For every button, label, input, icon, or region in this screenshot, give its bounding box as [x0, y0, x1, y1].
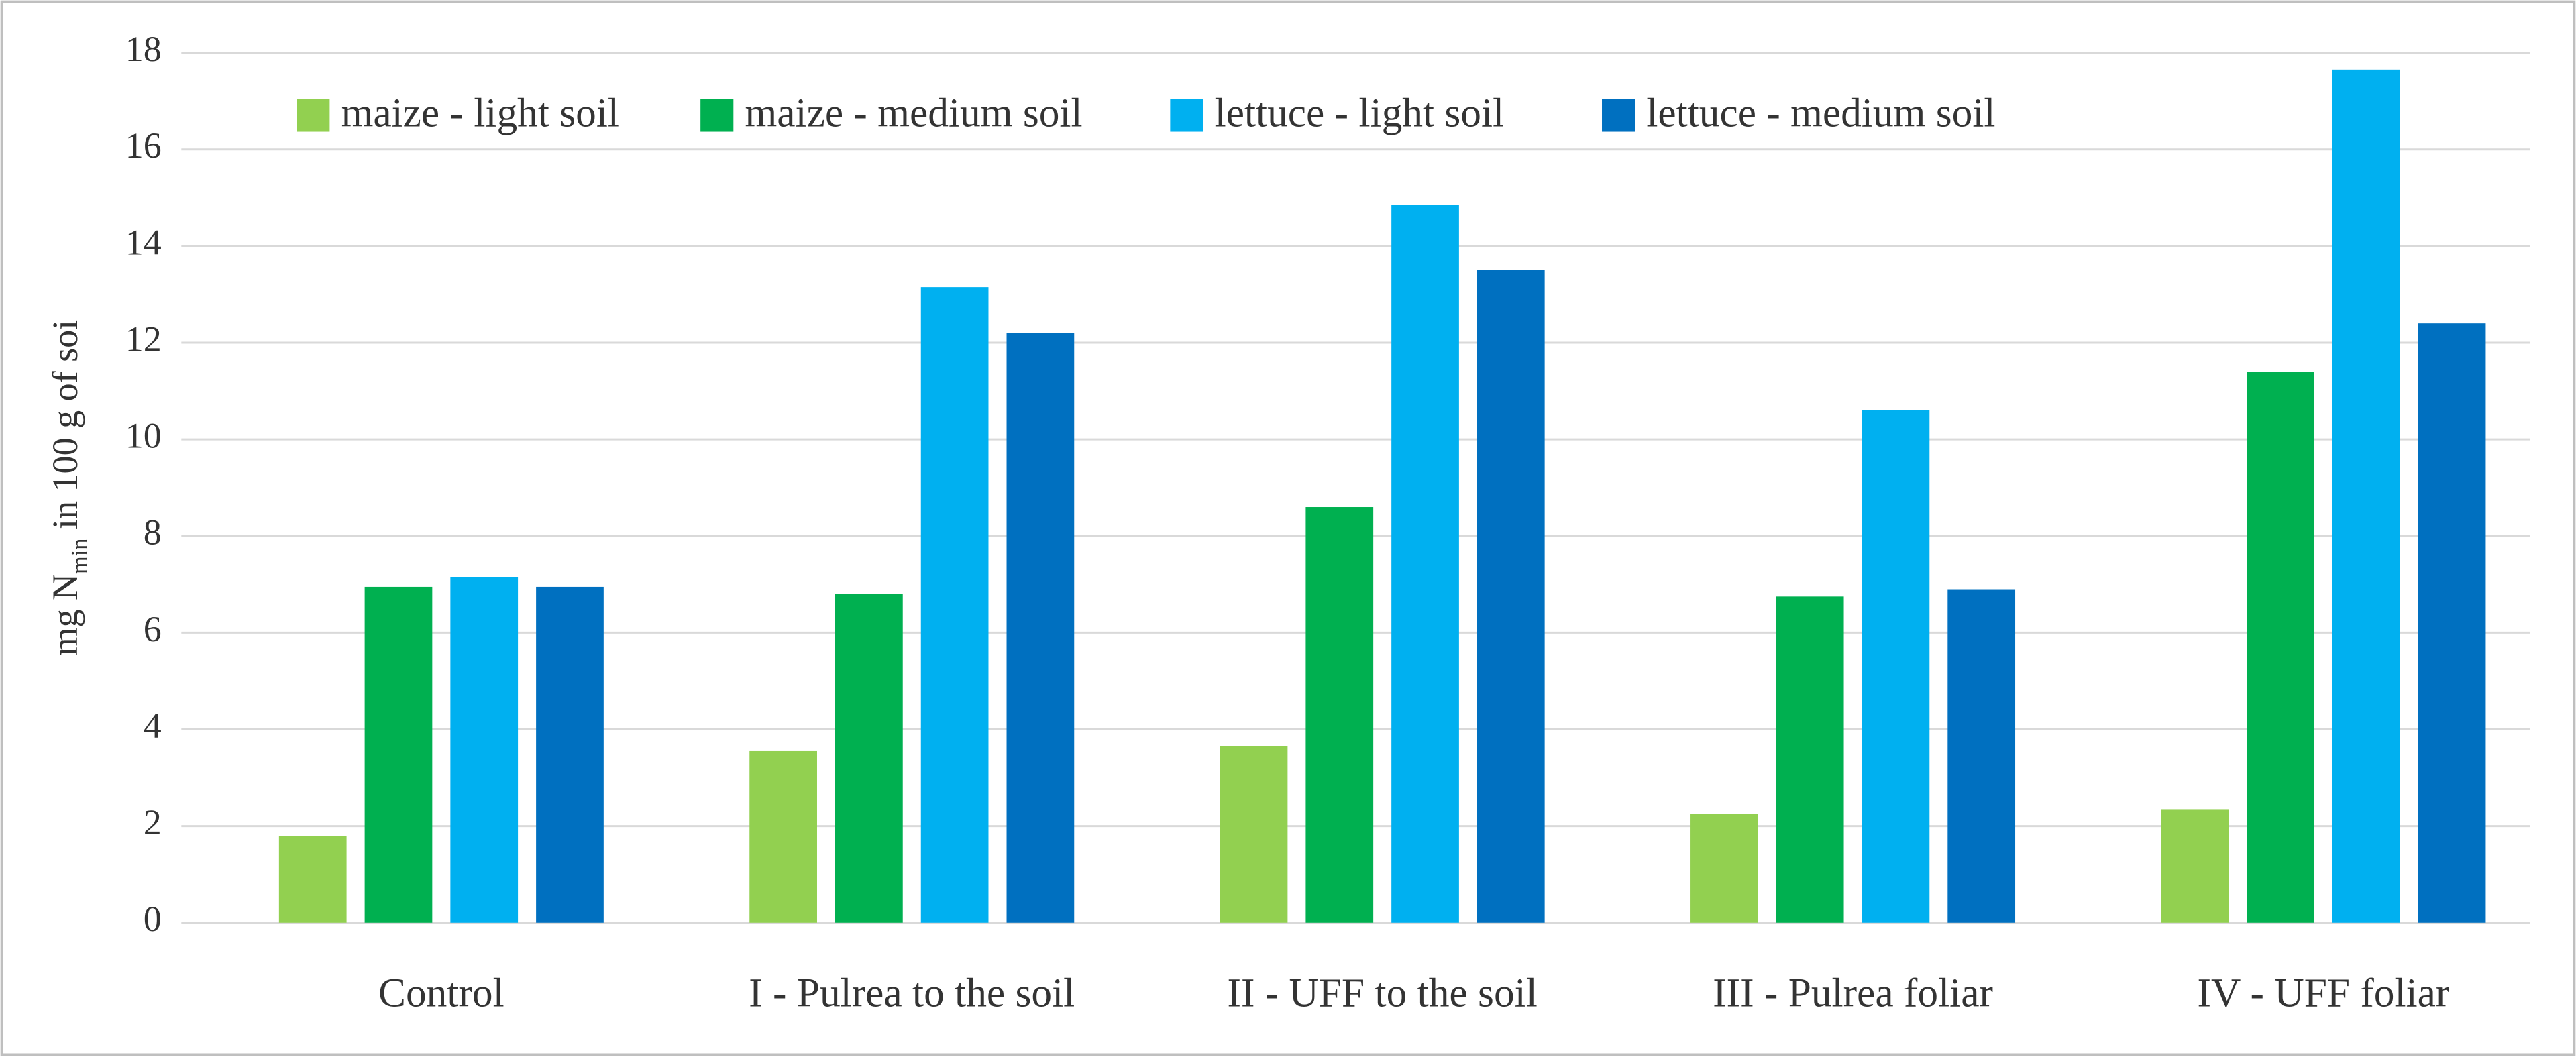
x-tick-label: IV - UFF foliar: [2198, 970, 2450, 1015]
legend-label: maize - medium soil: [745, 91, 1083, 136]
bar: [1220, 746, 1288, 923]
bar: [1477, 270, 1545, 923]
bar: [536, 586, 604, 923]
y-tick-label: 6: [144, 609, 162, 649]
y-tick-label: 18: [125, 29, 162, 69]
bar: [1862, 410, 1930, 923]
y-tick-label: 14: [125, 222, 162, 262]
bar: [1947, 589, 2016, 923]
y-tick-label: 4: [144, 706, 162, 746]
y-tick-label: 0: [144, 899, 162, 939]
y-label-subscript: min: [67, 539, 93, 574]
x-tick-label: I - Pulrea to the soil: [749, 970, 1075, 1015]
bar: [278, 836, 347, 923]
legend-label: lettuce - medium soil: [1646, 91, 1995, 136]
bar: [1305, 507, 1374, 923]
legend-swatch: [297, 99, 330, 132]
bar: [749, 750, 817, 923]
bar: [835, 594, 903, 923]
y-tick-label: 16: [125, 125, 162, 166]
bar: [2161, 809, 2229, 923]
x-tick-label: II - UFF to the soil: [1228, 970, 1538, 1015]
y-tick-label: 2: [144, 802, 162, 842]
bar: [1776, 596, 1844, 923]
y-tick-label: 10: [125, 416, 162, 456]
bar: [2247, 372, 2314, 923]
bar: [2418, 323, 2486, 923]
y-tick-label: 8: [144, 512, 162, 553]
bar: [920, 287, 989, 923]
legend-label: maize - light soil: [341, 91, 619, 136]
legend-swatch: [700, 99, 734, 132]
legend-swatch: [1602, 99, 1635, 132]
y-axis-label: mg Nmin in 100 g of soi: [46, 320, 93, 656]
bar: [2332, 69, 2400, 923]
bar: [1006, 333, 1075, 923]
y-label-part: mg N: [46, 574, 86, 656]
bar: [1391, 205, 1459, 923]
legend-label: lettuce - light soil: [1215, 91, 1504, 136]
bar: [450, 577, 519, 923]
bar: [364, 586, 433, 923]
y-label-part: in 100 g of soi: [46, 320, 86, 539]
y-tick-label: 12: [125, 319, 162, 359]
x-tick-label: III - Pulrea foliar: [1713, 970, 1993, 1015]
x-tick-label: Control: [378, 970, 504, 1015]
bar: [1690, 814, 1758, 923]
legend-swatch: [1170, 99, 1203, 132]
